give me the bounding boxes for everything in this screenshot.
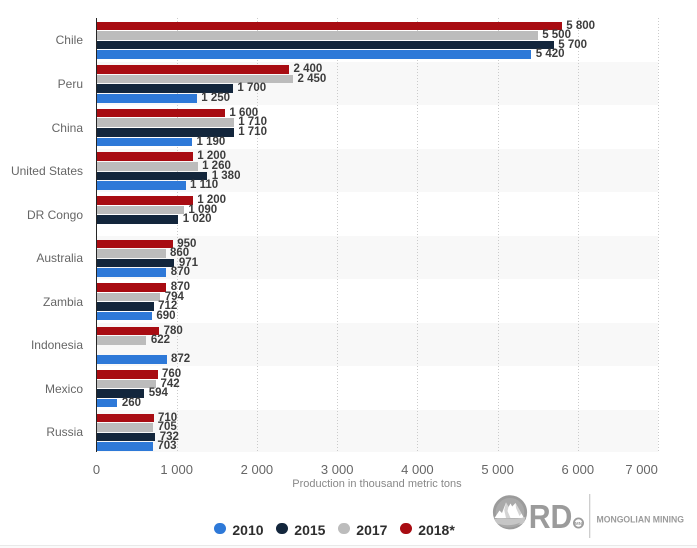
- svg-text:MN: MN: [575, 521, 583, 526]
- svg-text:MONGOLIAN MINING: MONGOLIAN MINING: [597, 514, 685, 525]
- svg-text:RD: RD: [529, 499, 573, 536]
